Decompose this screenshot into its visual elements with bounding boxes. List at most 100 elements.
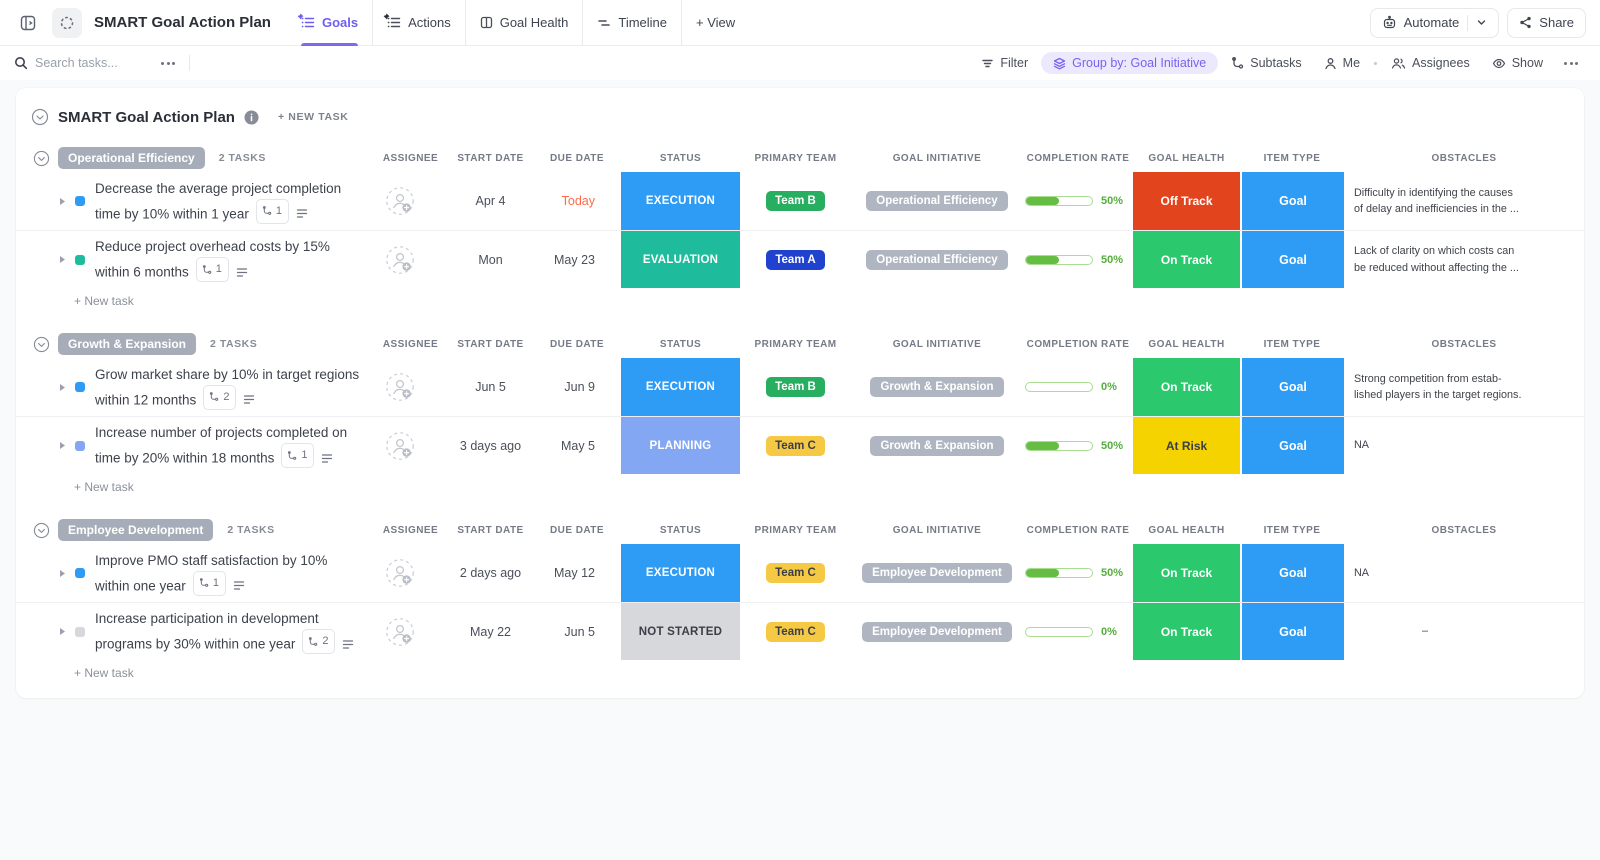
assignee-add-button[interactable] (385, 372, 415, 402)
completion-rate-cell[interactable]: 50% (1023, 231, 1133, 288)
subtask-count-badge[interactable]: 2 (302, 629, 336, 655)
group-name-badge[interactable]: Operational Efficiency (58, 147, 205, 169)
goal-initiative-tag[interactable]: Operational Efficiency (866, 191, 1008, 211)
task-name[interactable]: Decrease the average project completion … (95, 180, 342, 222)
goal-initiative-tag[interactable]: Employee Development (862, 621, 1012, 642)
search-more-icon[interactable] (153, 61, 183, 65)
sidebar-toggle-icon[interactable] (14, 9, 42, 37)
column-header-completion-rate[interactable]: COMPLETION RATE (1026, 152, 1130, 164)
subtask-count-badge[interactable]: 1 (255, 198, 289, 224)
status-cell[interactable]: EXECUTION (621, 544, 740, 602)
filter-button[interactable]: Filter (972, 52, 1037, 74)
subtask-count-badge[interactable]: 1 (195, 257, 229, 283)
goal-health-cell[interactable]: On Track (1133, 231, 1240, 288)
primary-team-tag[interactable]: Team B (766, 191, 825, 211)
column-header-primary-team[interactable]: PRIMARY TEAM (754, 338, 837, 350)
description-icon[interactable] (233, 580, 245, 591)
goal-health-cell[interactable]: On Track (1133, 358, 1240, 416)
completion-rate-cell[interactable]: 0% (1023, 358, 1133, 416)
assignee-add-button[interactable] (385, 186, 415, 216)
column-header-status[interactable]: STATUS (659, 338, 702, 350)
primary-team-tag[interactable]: Team C (766, 621, 825, 642)
item-type-cell[interactable]: Goal (1240, 231, 1344, 288)
assignees-button[interactable]: Assignees (1382, 52, 1479, 74)
column-header-assignee[interactable]: ASSIGNEE (382, 338, 439, 350)
completion-rate-cell[interactable]: 50% (1023, 172, 1133, 230)
column-header-goal-initiative[interactable]: GOAL INITIATIVE (892, 152, 982, 164)
list-collapse-icon[interactable] (31, 108, 49, 126)
task-name[interactable]: Grow market share by 10% in target regio… (95, 366, 360, 408)
status-cell[interactable]: NOT STARTED (621, 603, 740, 660)
group-collapse-icon[interactable] (33, 336, 50, 353)
task-status-bullet[interactable] (75, 568, 85, 578)
completion-rate-cell[interactable]: 50% (1023, 417, 1133, 474)
task-status-bullet[interactable] (75, 440, 85, 451)
task-row[interactable]: Grow market share by 10% in target regio… (16, 358, 1584, 416)
primary-team-tag[interactable]: Team C (766, 435, 825, 456)
due-date[interactable]: Today (561, 194, 595, 208)
primary-team-tag[interactable]: Team C (766, 563, 825, 583)
obstacles-text[interactable]: NA (1354, 566, 1369, 579)
assignee-add-button[interactable] (385, 431, 415, 461)
column-header-item-type[interactable]: ITEM TYPE (1263, 152, 1321, 164)
group-name-badge[interactable]: Employee Development (58, 519, 214, 541)
column-header-goal-health[interactable]: GOAL HEALTH (1148, 338, 1225, 350)
column-header-completion-rate[interactable]: COMPLETION RATE (1026, 524, 1130, 536)
automate-button[interactable]: Automate (1369, 7, 1500, 38)
status-cell[interactable]: EXECUTION (621, 172, 740, 230)
description-icon[interactable] (342, 639, 354, 650)
assignee-add-button[interactable] (385, 245, 415, 275)
expand-task-icon[interactable] (58, 197, 67, 206)
goal-initiative-tag[interactable]: Operational Efficiency (866, 249, 1008, 270)
group-name-badge[interactable]: Growth & Expansion (58, 333, 197, 355)
expand-task-icon[interactable] (58, 441, 67, 450)
group-by-button[interactable]: Group by: Goal Initiative (1041, 52, 1219, 74)
task-name[interactable]: Increase number of projects completed on… (95, 425, 348, 466)
description-icon[interactable] (321, 453, 333, 464)
item-type-cell[interactable]: Goal (1240, 603, 1344, 660)
tab-view[interactable]: + View (681, 0, 749, 46)
add-task-button[interactable]: + New task (74, 480, 134, 494)
subtask-count-badge[interactable]: 2 (203, 384, 237, 410)
tab-goals[interactable]: Goals (287, 0, 372, 46)
column-header-item-type[interactable]: ITEM TYPE (1263, 524, 1321, 536)
description-icon[interactable] (236, 267, 248, 278)
chevron-down-icon[interactable] (1476, 17, 1487, 28)
primary-team-tag[interactable]: Team B (766, 377, 825, 397)
goal-health-cell[interactable]: Off Track (1133, 172, 1240, 230)
due-date[interactable]: May 5 (560, 438, 595, 453)
assignee-add-button[interactable] (385, 617, 415, 647)
column-header-obstacles[interactable]: OBSTACLES (1431, 524, 1497, 536)
group-collapse-icon[interactable] (33, 522, 50, 539)
start-date[interactable]: 2 days ago (459, 566, 522, 580)
column-header-due-date[interactable]: DUE DATE (550, 338, 604, 350)
goal-initiative-tag[interactable]: Employee Development (862, 563, 1012, 583)
goal-health-cell[interactable]: At Risk (1133, 417, 1240, 474)
completion-rate-cell[interactable]: 50% (1023, 544, 1133, 602)
goal-initiative-tag[interactable]: Growth & Expansion (870, 377, 1004, 397)
column-header-item-type[interactable]: ITEM TYPE (1263, 338, 1321, 350)
column-header-assignee[interactable]: ASSIGNEE (382, 152, 439, 164)
due-date[interactable]: May 12 (554, 566, 595, 580)
tab-timeline[interactable]: Timeline (582, 0, 681, 46)
column-header-primary-team[interactable]: PRIMARY TEAM (754, 152, 837, 164)
due-date[interactable]: May 23 (554, 252, 595, 267)
toolbar-more-icon[interactable] (1556, 61, 1586, 65)
column-header-due-date[interactable]: DUE DATE (550, 152, 604, 164)
start-date[interactable]: 3 days ago (459, 438, 522, 453)
task-row[interactable]: Improve PMO staff satisfaction by 10% wi… (16, 544, 1584, 602)
column-header-status[interactable]: STATUS (659, 524, 702, 536)
column-header-start-date[interactable]: START DATE (457, 338, 524, 350)
completion-rate-cell[interactable]: 0% (1023, 603, 1133, 660)
column-header-completion-rate[interactable]: COMPLETION RATE (1026, 338, 1130, 350)
expand-task-icon[interactable] (58, 255, 67, 264)
share-button[interactable]: Share (1507, 7, 1586, 38)
start-date[interactable]: Apr 4 (475, 194, 506, 208)
task-name[interactable]: Reduce project overhead costs by 15% wit… (95, 239, 330, 280)
show-button[interactable]: Show (1483, 52, 1552, 74)
column-header-start-date[interactable]: START DATE (457, 524, 524, 536)
status-cell[interactable]: PLANNING (621, 417, 740, 474)
tab-actions[interactable]: Actions (372, 0, 465, 46)
expand-task-icon[interactable] (58, 627, 67, 636)
column-header-due-date[interactable]: DUE DATE (550, 524, 604, 536)
